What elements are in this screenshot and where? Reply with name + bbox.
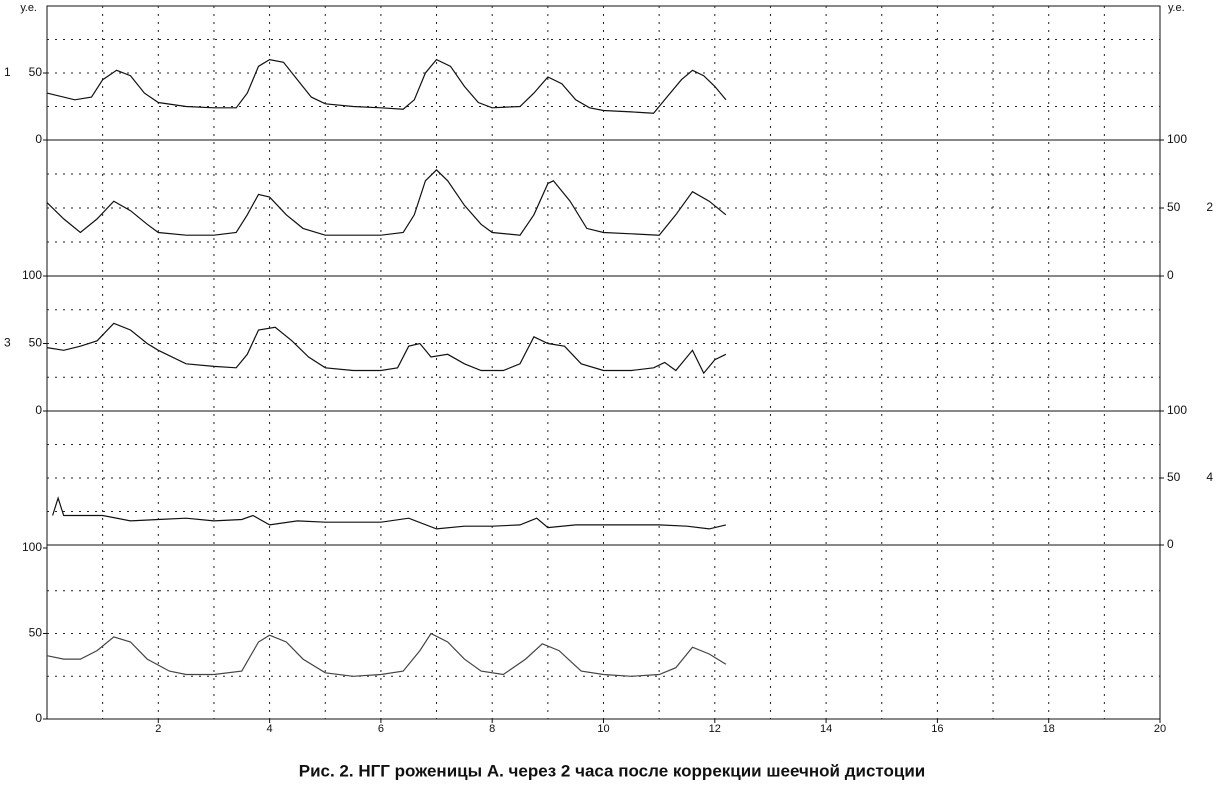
signal-line <box>46 58 727 114</box>
channel-label: 1 <box>4 65 11 79</box>
channel-label: 2 <box>1206 200 1213 214</box>
channel-label: 4 <box>1206 470 1213 484</box>
signal-line <box>46 632 727 677</box>
y-tick-label: 50 <box>29 65 43 79</box>
y-tick-label: 100 <box>22 540 42 554</box>
y-tick-label: 0 <box>1167 268 1174 282</box>
y-tick-label: 100 <box>22 268 42 282</box>
caption: Рис. 2. НГГ роженицы А. через 2 часа пос… <box>299 761 926 780</box>
y-tick-label: 50 <box>29 626 43 640</box>
signal-line <box>52 496 727 530</box>
x-tick-label: 20 <box>1154 723 1166 735</box>
signal-line <box>46 322 727 375</box>
plot-frame <box>46 5 1161 720</box>
x-tick-label: 2 <box>155 723 161 735</box>
y-tick-label: 0 <box>35 711 42 725</box>
y-tick-label: 50 <box>1167 200 1181 214</box>
x-tick-label: 16 <box>931 723 943 735</box>
signal-line <box>46 169 727 236</box>
y-tick-label: 50 <box>29 336 43 350</box>
y-tick-label: 0 <box>35 132 42 146</box>
x-tick-label: 10 <box>597 723 609 735</box>
x-tick-label: 8 <box>489 723 495 735</box>
channel-label: 3 <box>4 336 11 350</box>
x-tick-label: 18 <box>1043 723 1055 735</box>
y-tick-label: 0 <box>1167 537 1174 551</box>
y-tick-label: 100 <box>1167 403 1187 417</box>
y-tick-label: 0 <box>35 403 42 417</box>
x-tick-label: 6 <box>378 723 384 735</box>
x-tick-label: 14 <box>820 723 832 735</box>
y-tick-label: 50 <box>1167 470 1181 484</box>
unit-label: у.е. <box>1168 2 1185 14</box>
y-tick-label: 100 <box>1167 132 1187 146</box>
x-tick-label: 4 <box>267 723 273 735</box>
unit-label: у.е. <box>20 2 37 14</box>
x-tick-label: 12 <box>709 723 721 735</box>
